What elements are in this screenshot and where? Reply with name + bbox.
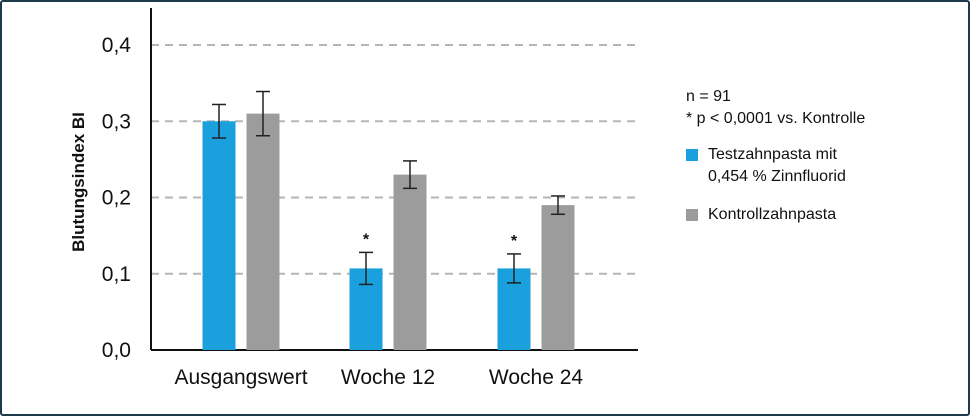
legend-swatch-control [686,209,698,221]
y-tick-label: 0,0 [102,339,131,362]
y-tick-label: 0,3 [102,110,131,133]
legend-item-control-toothpaste: Kontrollzahnpasta [686,204,956,226]
bar-control [541,205,575,350]
sample-size-note: n = 91 [686,88,731,105]
legend-label-test: Testzahnpasta mit 0,454 % Zinnfluorid [708,146,846,185]
bar-control [246,113,280,350]
y-axis-label: Blutungsindex BI [69,112,88,252]
significance-marker: * [511,233,518,250]
x-tick-label: Woche 12 [341,366,435,389]
x-tick-label: Woche 24 [489,366,583,389]
y-tick-label: 0,1 [102,263,131,286]
y-tick-label: 0,2 [102,187,131,210]
y-tick-label: 0,4 [102,34,132,57]
significance-note: * p < 0,0001 vs. Kontrolle [686,110,866,127]
bar-control [393,174,427,350]
legend: n = 91 * p < 0,0001 vs. Kontrolle Testza… [686,86,956,226]
x-tick-label: Ausgangswert [174,366,307,389]
legend-item-test-toothpaste: Testzahnpasta mit 0,454 % Zinnfluorid [686,144,956,188]
legend-swatch-test [686,149,698,161]
bar-test [202,121,236,350]
significance-marker: * [363,231,370,248]
legend-label-control: Kontrollzahnpasta [708,206,837,223]
